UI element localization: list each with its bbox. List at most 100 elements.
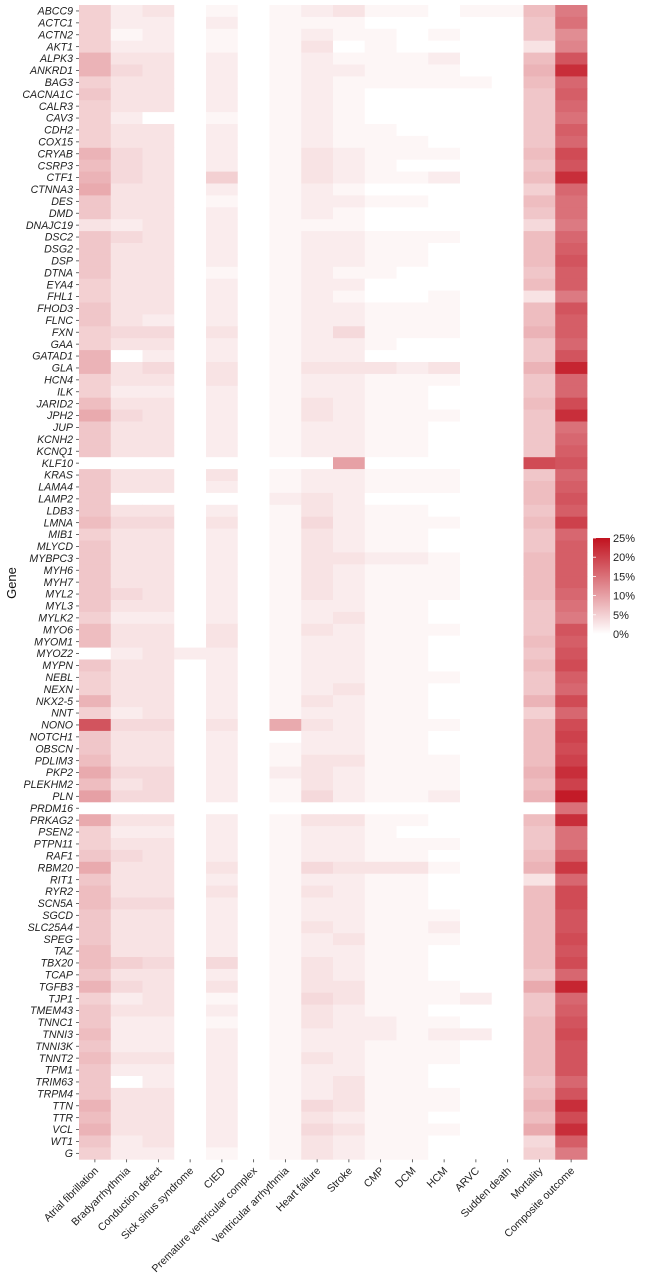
- heatmap-cell: [269, 695, 302, 708]
- heatmap-cell: [142, 719, 175, 732]
- heatmap-cell: [428, 254, 461, 268]
- heatmap-cell: [79, 1040, 112, 1053]
- heatmap-cell: [555, 1028, 588, 1041]
- heatmap-cell: [396, 469, 429, 482]
- heatmap-cell: [79, 671, 112, 684]
- heatmap-cell: [523, 528, 556, 541]
- heatmap-cell: [110, 730, 143, 744]
- heatmap-cell: [491, 849, 524, 863]
- heatmap-cell: [174, 100, 207, 113]
- heatmap-cell: [301, 766, 334, 779]
- heatmap-cell: [174, 1147, 207, 1160]
- heatmap-cell: [142, 135, 175, 149]
- heatmap-cell: [206, 719, 239, 732]
- heatmap-cell: [301, 219, 334, 232]
- heatmap-cell: [206, 433, 239, 446]
- heatmap-cell: [555, 1147, 588, 1160]
- gene-label: NONO: [41, 720, 73, 732]
- heatmap-cell: [555, 1111, 588, 1124]
- heatmap-cell: [523, 564, 556, 577]
- gene-label: DTNA: [44, 267, 73, 279]
- heatmap-cell: [491, 195, 524, 208]
- heatmap-cell: [428, 219, 461, 232]
- gene-label: LMNA: [44, 517, 73, 529]
- heatmap-cell: [428, 968, 461, 982]
- heatmap-cell: [142, 790, 175, 803]
- heatmap-cell: [237, 171, 270, 184]
- heatmap-cell: [301, 1028, 334, 1041]
- heatmap-cell: [174, 968, 207, 982]
- heatmap-cell: [301, 600, 334, 613]
- heatmap-cell: [460, 1135, 493, 1148]
- heatmap-cell: [364, 278, 397, 291]
- heatmap-cell: [364, 1087, 397, 1101]
- heatmap-cell: [396, 5, 429, 18]
- heatmap-cell: [79, 849, 112, 863]
- heatmap-cell: [301, 433, 334, 446]
- heatmap-cell: [523, 933, 556, 946]
- heatmap-cell: [491, 135, 524, 149]
- heatmap-cell: [333, 754, 366, 767]
- heatmap-cell: [206, 921, 239, 934]
- heatmap-cell: [206, 159, 239, 172]
- heatmap-cell: [555, 362, 588, 375]
- heatmap-cell: [428, 1064, 461, 1077]
- heatmap-cell: [206, 207, 239, 220]
- gene-label: PLN: [52, 791, 73, 803]
- heatmap-cell: [301, 838, 334, 851]
- heatmap-cell: [523, 76, 556, 89]
- heatmap-cell: [269, 778, 302, 791]
- heatmap-cell: [460, 433, 493, 446]
- heatmap-cell: [460, 992, 493, 1005]
- heatmap-cell: [364, 600, 397, 613]
- heatmap-cell: [110, 802, 143, 815]
- heatmap-cell: [396, 957, 429, 970]
- heatmap-cell: [333, 159, 366, 172]
- gene-label: JARID2: [36, 398, 74, 410]
- heatmap-cell: [174, 742, 207, 756]
- heatmap-cell: [301, 564, 334, 577]
- heatmap-cell: [396, 76, 429, 89]
- heatmap-cell: [269, 28, 302, 42]
- heatmap-cell: [555, 600, 588, 613]
- heatmap-cell: [301, 112, 334, 125]
- heatmap-cell: [333, 707, 366, 720]
- gene-label: TTR: [52, 1112, 73, 1124]
- heatmap-cell: [555, 76, 588, 89]
- heatmap-cell: [174, 16, 207, 30]
- heatmap-cell: [142, 112, 175, 125]
- heatmap-cell: [523, 695, 556, 708]
- heatmap-cell: [142, 421, 175, 434]
- heatmap-cell: [206, 195, 239, 208]
- heatmap-cell: [301, 278, 334, 291]
- heatmap-cell: [110, 1016, 143, 1029]
- heatmap-cell: [460, 1016, 493, 1029]
- heatmap-cell: [555, 52, 588, 65]
- heatmap-cell: [174, 385, 207, 399]
- heatmap-cell: [142, 1147, 175, 1160]
- heatmap-cell: [555, 88, 588, 101]
- heatmap-cell: [523, 124, 556, 137]
- heatmap-cell: [79, 552, 112, 565]
- heatmap-cell: [206, 528, 239, 541]
- heatmap-cell: [491, 1147, 524, 1160]
- y-axis-title: Gene: [4, 567, 19, 599]
- heatmap-cell: [333, 588, 366, 601]
- heatmap-cell: [269, 254, 302, 268]
- heatmap-cell: [428, 207, 461, 220]
- legend-label: 0%: [613, 629, 629, 641]
- heatmap-cell: [396, 1064, 429, 1077]
- column-label: DCM: [393, 1165, 419, 1191]
- heatmap-cell: [110, 100, 143, 113]
- heatmap-cell: [364, 945, 397, 958]
- heatmap-cell: [237, 302, 270, 315]
- heatmap-cell: [491, 171, 524, 184]
- gene-label: MYBPC3: [29, 553, 73, 565]
- heatmap-cell: [237, 671, 270, 684]
- heatmap-cell: [555, 707, 588, 720]
- gene-label: JUP: [52, 422, 73, 434]
- heatmap-cell: [333, 124, 366, 137]
- heatmap-cell: [142, 5, 175, 18]
- heatmap-cell: [333, 421, 366, 434]
- heatmap-cell: [333, 1040, 366, 1053]
